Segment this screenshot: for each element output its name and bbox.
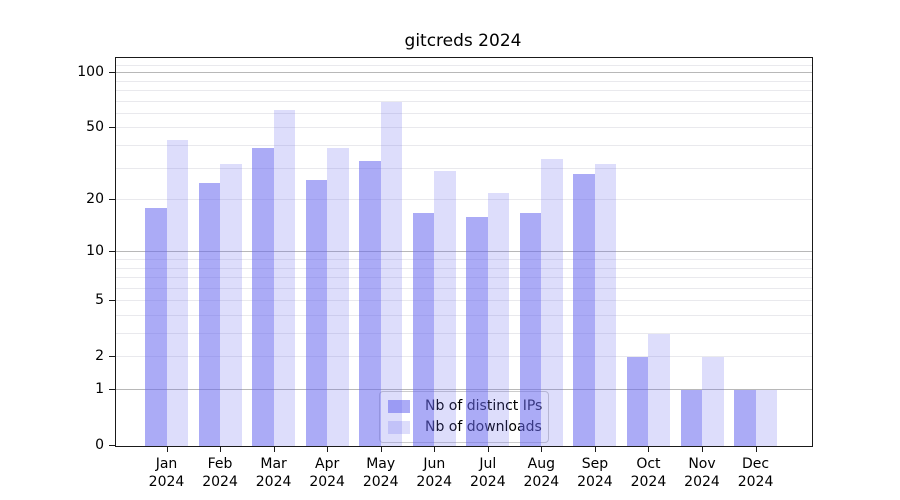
y-axis-tick — [109, 300, 115, 302]
gridline-minor — [116, 167, 812, 169]
y-tick-label: 10 — [86, 243, 104, 260]
y-tick-label: 100 — [77, 64, 104, 81]
bar-downloads-jan — [166, 140, 188, 446]
gridline-minor — [116, 259, 812, 261]
x-axis-tick — [755, 447, 757, 452]
bar-ips-nov — [680, 390, 702, 446]
gridline-minor — [116, 112, 812, 114]
x-axis-tick — [594, 447, 596, 452]
gridline-major — [116, 389, 812, 391]
gridline-minor — [116, 300, 812, 302]
bar-ips-sep — [573, 174, 595, 446]
x-axis-tick — [273, 447, 275, 452]
gridline-major — [116, 72, 812, 74]
bar-downloads-apr — [327, 148, 349, 446]
y-axis-tick — [109, 127, 115, 129]
y-tick-label: 2 — [95, 348, 104, 365]
gridline-minor — [116, 277, 812, 279]
bar-ips-feb — [198, 182, 221, 446]
gridline-minor — [116, 356, 812, 358]
x-axis-tick — [327, 447, 329, 452]
x-tick-label: Feb 2024 — [202, 456, 238, 490]
gridline-minor — [116, 267, 812, 269]
bar-downloads-dec — [755, 390, 778, 446]
legend-swatch-downloads — [388, 421, 410, 434]
x-axis-tick — [487, 447, 489, 452]
bar-downloads-aug — [541, 158, 563, 446]
x-tick-label: Apr 2024 — [309, 456, 345, 490]
x-axis-tick — [166, 447, 168, 452]
bar-downloads-jul — [487, 192, 510, 446]
y-tick-label: 5 — [95, 292, 104, 309]
y-axis-tick — [109, 199, 115, 201]
bar-downloads-oct — [648, 334, 670, 446]
bar-ips-aug — [519, 212, 542, 446]
x-tick-label: Mar 2024 — [255, 456, 292, 490]
legend-row-distinct-ips: Nb of distinct IPs — [388, 399, 542, 414]
bar-ips-jul — [466, 217, 488, 446]
plot-area: Nb of distinct IPs Nb of downloads 0 1 2 5 1… — [77, 57, 813, 490]
x-axis-tick — [380, 447, 382, 452]
bar-ips-apr — [305, 179, 328, 446]
y-axis-tick — [109, 389, 115, 391]
x-axis-tick — [702, 447, 703, 452]
y-tick-label: 50 — [86, 119, 104, 136]
bar-downloads-mar — [273, 110, 296, 446]
gridline-minor — [116, 199, 812, 201]
legend-swatch-distinct-ips — [388, 400, 410, 413]
x-tick-label: Oct 2024 — [630, 456, 667, 490]
y-axis-tick — [109, 72, 115, 74]
bar-ips-dec — [734, 390, 756, 446]
bar-ips-jun — [412, 212, 435, 446]
x-tick-label: Jan 2024 — [148, 456, 185, 490]
x-axis-tick — [434, 447, 436, 452]
gridline-major — [116, 251, 812, 253]
chart-title: gitcreds 2024 — [404, 31, 522, 51]
gridline-minor — [116, 333, 812, 335]
x-tick-label: Dec 2024 — [737, 456, 774, 490]
y-axis-tick — [109, 251, 115, 253]
y-axis-tick — [109, 356, 115, 358]
x-axis-tick — [541, 447, 543, 452]
bar-downloads-feb — [220, 163, 242, 446]
y-tick-label: 20 — [86, 191, 104, 208]
x-axis-tick — [220, 447, 222, 452]
x-tick-label: Sep 2024 — [577, 456, 613, 490]
gridline-minor — [116, 127, 812, 129]
x-tick-label: Aug 2024 — [523, 456, 560, 490]
bar-downloads-sep — [594, 163, 617, 446]
x-tick-label: Jun 2024 — [416, 456, 453, 490]
bar-downloads-jun — [434, 171, 456, 446]
gridline-minor — [116, 80, 812, 82]
gridline-minor — [116, 315, 812, 316]
gridline-minor — [116, 287, 812, 289]
y-tick-label: 1 — [95, 381, 104, 398]
gridline-minor — [116, 90, 812, 92]
bar-ips-may — [359, 161, 381, 446]
bar-ips-mar — [252, 148, 274, 446]
bar-downloads-nov — [702, 357, 724, 446]
x-tick-label: May 2024 — [362, 456, 399, 490]
bar-ips-jan — [145, 208, 167, 446]
gridline-minor — [116, 100, 812, 102]
y-axis-tick — [109, 445, 115, 446]
x-axis-tick — [648, 447, 650, 452]
bar-ips-oct — [626, 357, 649, 446]
x-tick-label: Nov 2024 — [684, 456, 720, 490]
legend-row-downloads: Nb of downloads — [388, 420, 542, 435]
gridline-minor — [116, 145, 812, 147]
y-tick-label: 0 — [95, 437, 104, 453]
gridline-minor — [116, 64, 812, 66]
x-tick-label: Jul 2024 — [469, 456, 506, 490]
bar-downloads-may — [380, 101, 403, 446]
